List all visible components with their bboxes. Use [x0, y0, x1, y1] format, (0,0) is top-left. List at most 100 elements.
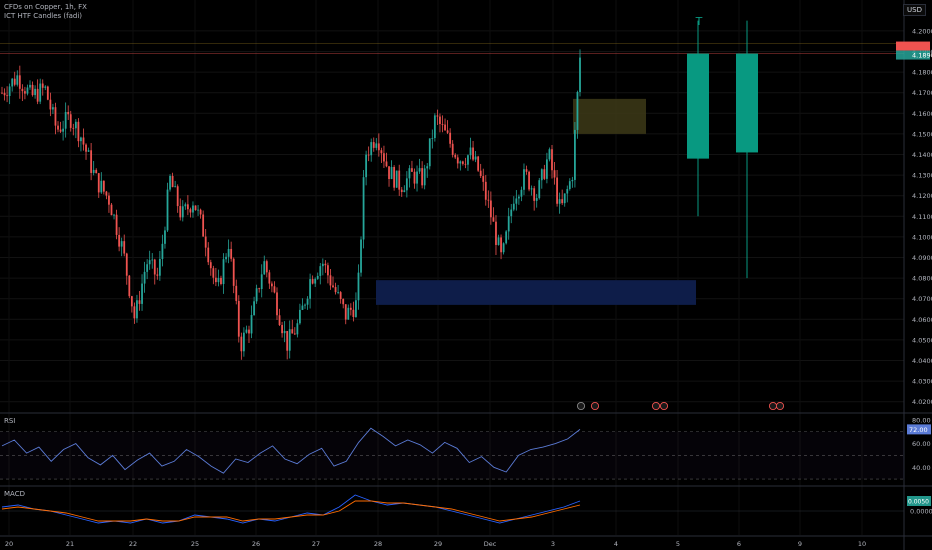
candle-body — [309, 279, 311, 299]
candle-body — [102, 180, 105, 192]
candle-body — [230, 248, 233, 259]
time-tick-label: 21 — [66, 540, 74, 548]
candle-body — [34, 88, 37, 96]
candle-body — [220, 277, 222, 284]
candle-body — [21, 88, 24, 92]
price-tick-label: 4.0500 — [912, 336, 932, 344]
candle-body — [324, 263, 327, 266]
candle-body — [232, 258, 235, 286]
candle-body — [39, 83, 42, 102]
candle-body — [517, 196, 520, 199]
candle-body — [80, 137, 82, 142]
candle-body — [141, 283, 143, 304]
candle-body — [408, 168, 411, 179]
candle-body — [248, 329, 250, 334]
candle-body — [97, 173, 100, 193]
candle-body — [156, 274, 159, 276]
candle-body — [413, 171, 416, 184]
candle-body — [545, 159, 548, 179]
rsi-line — [1, 427, 581, 474]
candle-body — [540, 169, 543, 181]
candle-body — [332, 285, 334, 288]
price-tick-label: 4.1200 — [912, 192, 932, 200]
candle-body — [484, 181, 487, 200]
candle-body — [240, 336, 243, 352]
candle-body — [108, 195, 110, 205]
time-tick-label: 29 — [434, 540, 442, 548]
candle-body — [235, 285, 238, 301]
candle-body — [8, 86, 11, 97]
candle-body — [242, 332, 245, 352]
htf-candle-body — [736, 53, 758, 153]
candle-body — [395, 170, 398, 188]
candle-body — [46, 86, 49, 100]
candle-body — [291, 329, 294, 334]
candle-body — [189, 209, 192, 213]
candle-body — [52, 107, 54, 110]
time-tick-label: 25 — [191, 540, 199, 548]
candle-body — [566, 189, 569, 194]
candle-body — [133, 306, 136, 319]
candle-body — [405, 178, 408, 191]
candle-body — [113, 214, 115, 216]
candle-body — [18, 75, 21, 89]
time-tick-label: 22 — [129, 540, 137, 548]
price-tick-label: 4.0400 — [912, 357, 932, 365]
indicator-title[interactable]: ICT HTF Candles (fadi) — [4, 12, 83, 20]
candle-body — [304, 304, 306, 306]
currency-badge[interactable]: USD — [903, 4, 926, 16]
candle-body — [176, 186, 179, 207]
candle-body — [225, 256, 227, 260]
candle-body — [400, 189, 403, 193]
candle-body — [192, 205, 194, 213]
candle-body — [385, 161, 388, 167]
candle-body — [166, 189, 169, 231]
candle-body — [568, 181, 571, 190]
candle-body — [90, 150, 93, 173]
candle-body — [268, 272, 271, 284]
candle-body — [495, 221, 497, 245]
candle-body — [95, 169, 98, 174]
candle-body — [258, 288, 261, 290]
candle-body — [444, 124, 446, 131]
candle-body — [365, 154, 368, 178]
candle-body — [54, 107, 57, 126]
candle-body — [431, 138, 434, 139]
price-tick-label: 4.1400 — [912, 151, 932, 159]
candle-body — [505, 231, 508, 244]
candle-body — [271, 283, 273, 287]
time-tick-label: 6 — [737, 540, 741, 548]
candle-body — [77, 121, 80, 142]
candle-body — [255, 288, 258, 302]
candle-body — [502, 243, 505, 253]
candle-body — [199, 209, 202, 215]
candle-body — [59, 129, 62, 132]
candle-body — [26, 87, 29, 94]
candle-body — [260, 274, 263, 290]
candle-body — [436, 115, 439, 117]
rsi-last-badge — [907, 424, 931, 435]
candle-body — [456, 157, 459, 164]
time-tick-label: 4 — [614, 540, 618, 548]
symbol-title[interactable]: CFDs on Copper, 1h, FX — [4, 3, 87, 11]
candle-body — [125, 253, 128, 276]
macd-last-label: 0.0050 — [908, 499, 929, 506]
candle-body — [288, 329, 291, 351]
candle-body — [337, 292, 340, 293]
candle-body — [179, 206, 182, 218]
candle-body — [390, 167, 393, 180]
candle-body — [372, 142, 375, 148]
candle-body — [120, 241, 123, 247]
time-tick-label: 5 — [676, 540, 680, 548]
candle-body — [347, 307, 350, 320]
candle-body — [273, 286, 276, 293]
candle-body — [477, 156, 480, 171]
candle-body — [538, 180, 541, 199]
candle-body — [454, 154, 457, 158]
time-tick-label: 9 — [798, 540, 802, 548]
candle-body — [69, 114, 72, 128]
event-marker-icon — [659, 401, 669, 411]
candle-body — [85, 144, 87, 152]
candle-body — [393, 167, 396, 188]
